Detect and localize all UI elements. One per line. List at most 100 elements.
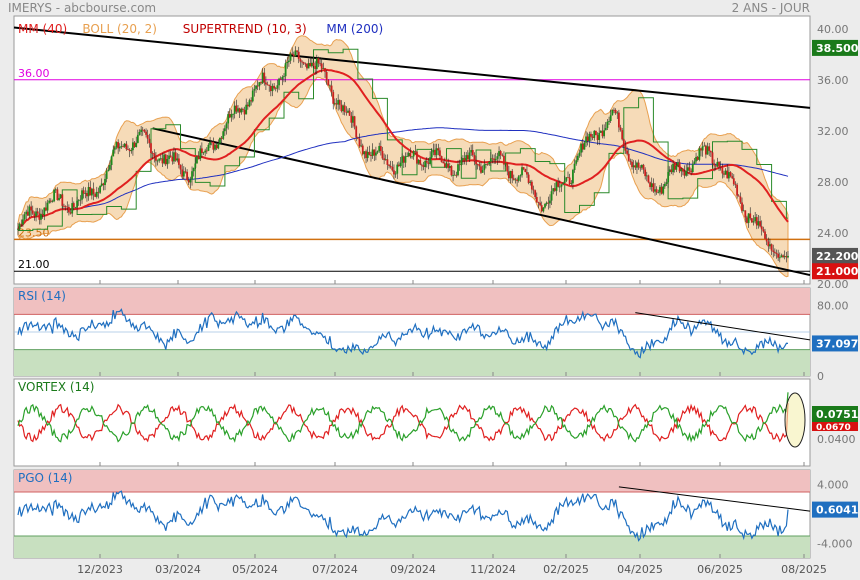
mm200-line xyxy=(17,127,789,230)
candle-body xyxy=(765,238,768,242)
candle-body xyxy=(688,167,691,171)
candle-body xyxy=(227,114,230,124)
candle-body xyxy=(243,109,246,115)
candle-body xyxy=(437,148,440,151)
candle-body xyxy=(379,146,382,151)
candle-body xyxy=(634,165,637,168)
resistance-trendline xyxy=(13,26,811,109)
candle-body xyxy=(526,172,528,175)
candle-body xyxy=(217,143,220,149)
candle-body xyxy=(366,151,369,159)
candle-body xyxy=(734,184,737,185)
candle-body xyxy=(358,138,361,147)
candle-body xyxy=(445,163,448,168)
candle-body xyxy=(384,159,387,161)
candle-body xyxy=(703,145,706,147)
candle-body xyxy=(760,226,763,230)
candle-body xyxy=(404,156,407,163)
candle-body xyxy=(553,188,556,191)
candle-body xyxy=(466,155,469,160)
candle-body xyxy=(90,188,93,196)
candle-body xyxy=(151,153,154,154)
candle-body xyxy=(718,161,720,167)
candle-body xyxy=(291,53,294,55)
candle-body xyxy=(613,109,615,111)
candle-body xyxy=(424,160,427,168)
rsi-callout-box xyxy=(812,335,858,352)
candle-body xyxy=(580,143,583,153)
candle-body xyxy=(452,174,454,176)
candle-body xyxy=(87,187,90,197)
candle-body xyxy=(775,252,778,254)
main-ytick: 28.00 xyxy=(817,176,849,189)
candle-body xyxy=(447,163,450,169)
candle-body xyxy=(639,167,642,169)
candle-body xyxy=(498,151,500,157)
candle-body xyxy=(181,169,184,177)
candle-body xyxy=(63,205,65,207)
candle-body xyxy=(652,183,655,192)
candle-body xyxy=(146,134,149,139)
candle-body xyxy=(279,78,282,80)
candle-body xyxy=(18,223,21,230)
candle-body xyxy=(135,142,138,148)
candle-body xyxy=(506,163,509,172)
candle-body xyxy=(567,177,569,179)
candle-body xyxy=(110,156,113,166)
vortex-label: VORTEX (14) xyxy=(18,380,95,394)
price-callout-box xyxy=(812,39,858,56)
candle-body xyxy=(542,207,545,212)
candle-body xyxy=(471,150,474,156)
legend-item-1: BOLL (20, 2) xyxy=(82,22,157,36)
chart-title: IMERYS - abcbourse.com xyxy=(8,1,157,15)
candle-body xyxy=(215,144,218,149)
candle-body xyxy=(38,213,41,220)
candle-body xyxy=(650,183,653,187)
candle-body xyxy=(45,207,47,211)
candle-body xyxy=(412,151,415,157)
candle-body xyxy=(258,82,261,87)
candle-body xyxy=(644,169,647,177)
candle-body xyxy=(51,201,54,202)
rsi-trendline xyxy=(635,312,811,341)
candle-body xyxy=(716,161,719,167)
candle-body xyxy=(81,190,83,200)
candle-body xyxy=(200,148,203,154)
main-ytick: 24.00 xyxy=(817,227,849,240)
candle-body xyxy=(470,150,473,153)
candle-body xyxy=(549,200,551,204)
candle-body xyxy=(43,207,46,216)
candle-body xyxy=(522,167,525,169)
candle-body xyxy=(324,68,326,72)
candle-body xyxy=(475,161,477,165)
candle-body xyxy=(155,156,157,161)
candle-body xyxy=(196,156,198,164)
candle-body xyxy=(26,211,29,216)
candle-body xyxy=(736,184,739,196)
candle-body xyxy=(95,191,98,197)
candle-body xyxy=(158,158,161,161)
candle-body xyxy=(56,189,59,200)
candle-body xyxy=(619,127,622,131)
candle-body xyxy=(340,104,343,112)
vortex-neg-callout: 0.0670 xyxy=(816,423,851,433)
candle-body xyxy=(422,165,425,168)
candle-body xyxy=(493,158,496,161)
candle-body xyxy=(104,178,106,186)
candle-body xyxy=(770,244,773,251)
candle-body xyxy=(585,136,587,143)
candle-body xyxy=(591,136,594,138)
candle-body xyxy=(250,100,253,102)
candle-body xyxy=(54,189,57,191)
x-tick-label: 03/2024 xyxy=(155,563,201,576)
candle-body xyxy=(547,202,550,204)
candle-body xyxy=(439,150,441,157)
candle-body xyxy=(537,202,540,203)
candle-body xyxy=(64,205,67,207)
candle-body xyxy=(376,151,379,153)
candle-body xyxy=(552,188,555,192)
candle-body xyxy=(617,112,620,128)
candle-body xyxy=(555,181,558,191)
candle-body xyxy=(448,165,451,169)
candle-body xyxy=(496,156,499,159)
